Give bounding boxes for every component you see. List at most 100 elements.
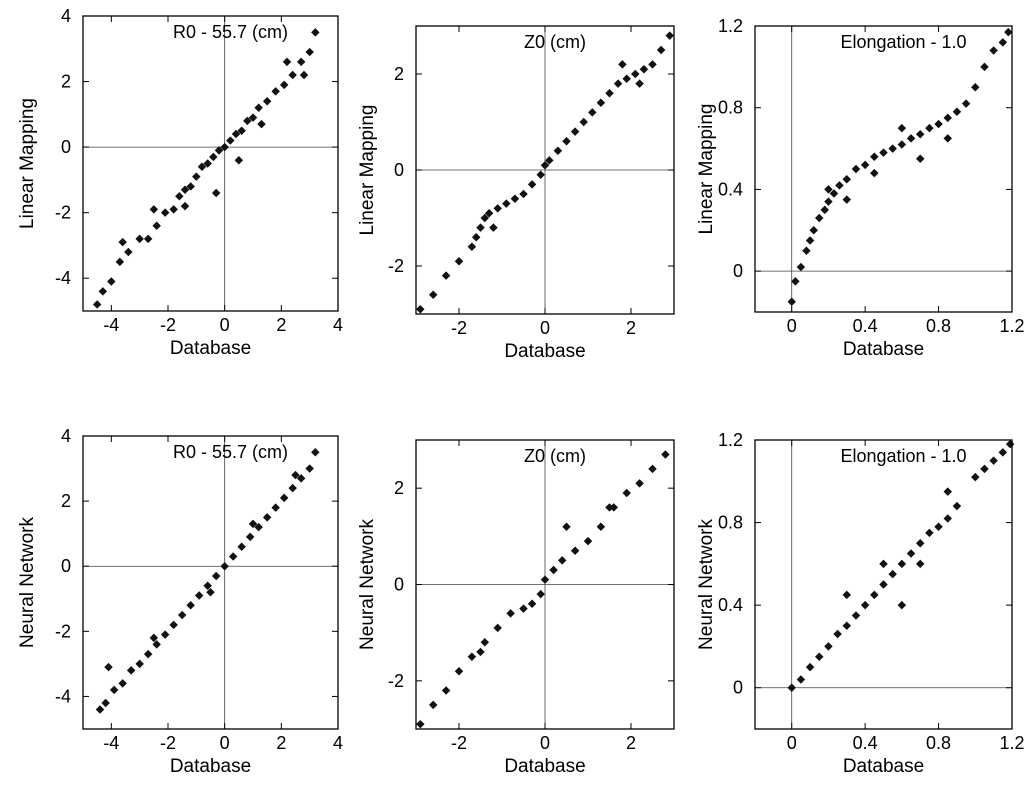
data-point [656,45,666,55]
data-point [609,503,619,512]
data-point [579,117,588,127]
data-point [104,662,113,672]
data-point [143,234,153,244]
data-point [860,160,870,170]
x-tick-label: 2 [626,733,636,753]
x-tick-label: 0.4 [853,733,878,753]
data-point [796,262,806,272]
data-point [98,287,108,296]
data-point [248,113,258,122]
data-point [160,630,170,639]
data-point [299,70,309,80]
panel-title: R0 - 55.7 (cm) [173,22,288,42]
x-tick-label: -4 [103,315,119,335]
x-tick-label: -4 [103,733,119,753]
point-series [787,439,1015,692]
data-point [245,532,255,542]
y-tick-label: 0 [733,261,743,281]
data-point [489,223,498,232]
data-point [296,474,306,483]
data-point [107,277,116,286]
data-point [226,136,235,145]
data-point [282,57,292,67]
y-tick-label: 2 [61,491,71,511]
y-tick-label: 0 [394,575,404,595]
data-point [95,705,105,714]
data-point [175,192,184,201]
x-tick-label: -2 [451,318,467,338]
data-point [441,686,451,695]
data-point [943,514,952,523]
data-point [562,522,571,531]
data-point [971,472,980,482]
data-point [115,257,125,267]
y-axis-label: Linear Mapping [17,98,38,229]
data-point [149,205,159,214]
data-point [291,470,300,480]
y-tick-label: 0 [61,137,71,157]
data-point [1005,439,1015,449]
x-tick-label: 0 [540,318,550,338]
data-point [870,152,879,161]
data-point [169,205,178,214]
data-point [288,70,297,80]
data-point [665,31,674,40]
data-point [234,155,244,165]
data-point [870,168,879,178]
data-point [906,134,916,143]
data-point [596,98,606,108]
data-point [815,652,824,661]
data-point [480,638,490,647]
data-point [618,60,627,69]
data-point [570,127,580,136]
y-tick-label: -2 [388,671,404,691]
data-point [296,57,306,67]
data-point [454,666,464,676]
data-point [879,559,888,569]
data-point [915,538,925,548]
data-point [906,549,916,558]
data-point [197,162,207,172]
data-point [101,698,110,708]
y-tick-label: 2 [394,64,404,84]
data-point [428,290,438,300]
data-point [915,130,925,139]
data-point [194,591,204,600]
data-point [186,182,195,191]
data-point [480,213,490,223]
x-tick-label: 2 [626,318,636,338]
data-point [851,164,861,174]
data-point [209,152,218,162]
y-tick-label: 0 [733,678,743,698]
data-point [527,180,537,189]
data-point [271,87,280,96]
data-point [934,119,943,129]
data-point [143,649,153,659]
data-point [228,552,238,561]
data-point [92,300,102,309]
data-point [562,136,571,146]
data-point [648,60,657,69]
x-tick-label: 1.2 [999,733,1024,753]
data-point [943,113,952,123]
y-tick-label: -2 [55,621,71,641]
data-point [186,601,195,610]
data-point [231,129,241,139]
data-point [925,528,934,538]
y-tick-label: 0.4 [718,595,743,615]
plot-frame [754,25,1013,313]
data-point [279,493,289,503]
data-point [596,522,606,531]
data-point [527,599,537,609]
data-point [237,126,246,135]
data-point [262,513,272,522]
data-point [243,116,252,126]
data-point [540,575,550,584]
data-point [262,96,272,106]
y-tick-label: 2 [61,72,71,92]
x-tick-label: 0 [540,733,550,753]
data-point [824,197,833,206]
data-point [961,99,971,108]
data-point [980,62,989,72]
data-point [118,237,127,247]
